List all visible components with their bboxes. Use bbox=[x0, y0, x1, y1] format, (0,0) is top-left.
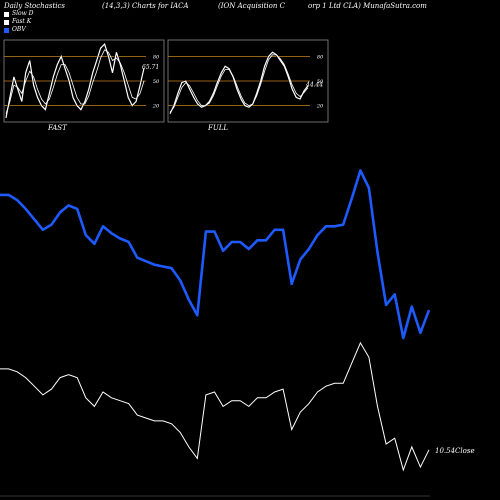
legend-item-fast-k: Fast K bbox=[4, 18, 34, 26]
value-label: 65.71 bbox=[142, 64, 159, 71]
close-label: 10.54Close bbox=[435, 447, 475, 455]
series-price bbox=[0, 341, 430, 472]
legend-swatch bbox=[4, 27, 9, 33]
series-obv bbox=[0, 169, 431, 340]
legend-label: OBV bbox=[12, 26, 26, 33]
tick-label-80: 80 bbox=[317, 54, 324, 60]
series-full-d bbox=[169, 54, 309, 113]
legend-label: Fast K bbox=[12, 18, 32, 25]
header-mid: (14,3,3) Charts for IACA bbox=[102, 2, 189, 10]
legend-swatch bbox=[4, 11, 9, 17]
series-slow-d bbox=[5, 49, 145, 114]
tick-label-50: 50 bbox=[317, 79, 324, 85]
header-right: (ION Acquisition C bbox=[218, 2, 285, 10]
legend-item-obv: OBV bbox=[4, 26, 34, 34]
series-fast-k bbox=[5, 42, 145, 119]
header-left: Daily Stochastics bbox=[4, 2, 66, 10]
tick-label-50: 50 bbox=[153, 79, 160, 85]
value-label: 44.44 bbox=[305, 82, 323, 89]
tick-label-20: 20 bbox=[316, 104, 324, 110]
series-full-k bbox=[169, 51, 309, 115]
header-right2: orp 1 Ltd CLA) MunafaSutra.com bbox=[308, 2, 427, 10]
panel-label: FULL bbox=[207, 124, 228, 132]
legend-item-slow-d: Slow D bbox=[4, 10, 34, 18]
panel-label: FAST bbox=[47, 124, 68, 132]
legend-label: Slow D bbox=[12, 10, 34, 17]
legend-swatch bbox=[4, 19, 9, 25]
tick-label-20: 20 bbox=[152, 104, 160, 110]
tick-label-80: 80 bbox=[153, 54, 160, 60]
legend: Slow D Fast K OBV bbox=[4, 10, 34, 34]
